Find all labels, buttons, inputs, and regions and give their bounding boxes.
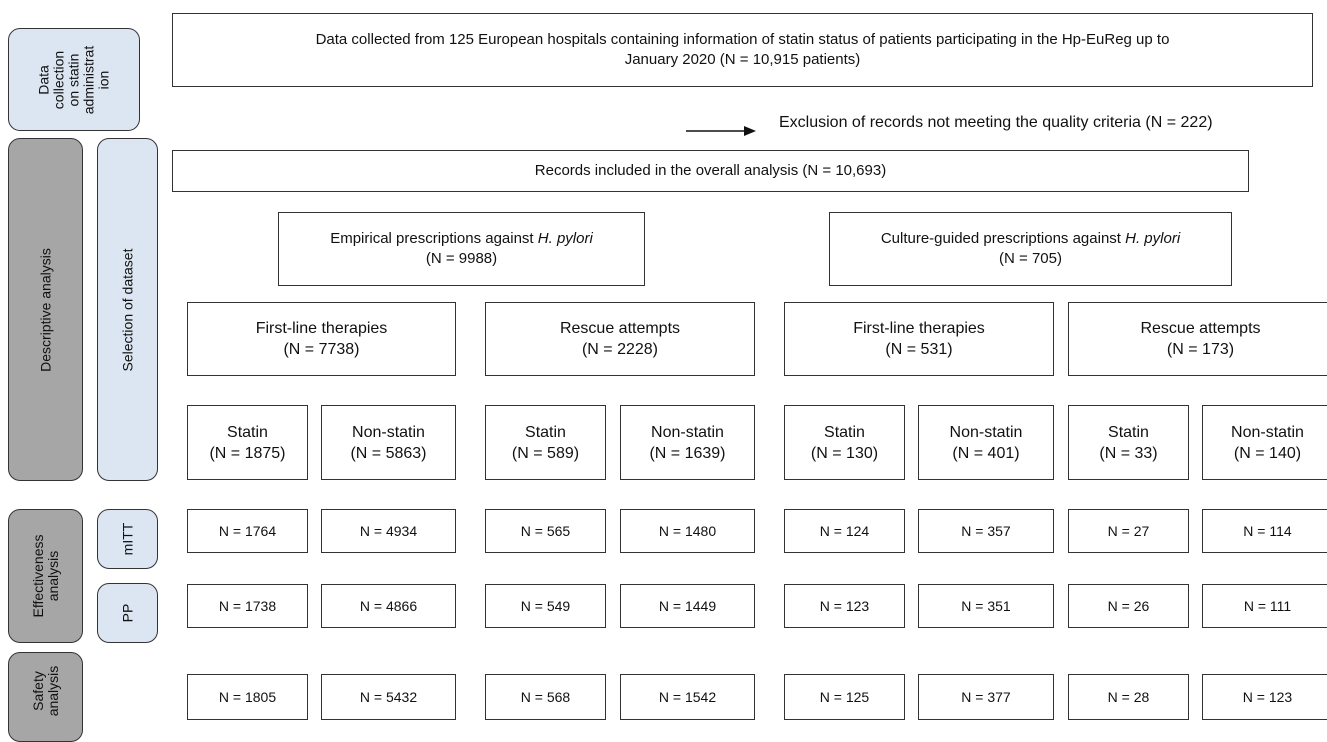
statin-group-label: Statin [824,423,865,441]
therapy-group-box: First-line therapies (N = 531) [784,302,1054,376]
culture-guided-prescriptions-box: Culture-guided prescriptions against H. … [829,212,1232,286]
safety-count-box: N = 1542 [620,674,755,720]
pp-count-box: N = 111 [1202,584,1327,628]
side-panel-pp: PP [97,583,158,643]
non-statin-group-box: Non-statin (N = 5863) [321,405,456,480]
side-label-safety-analysis: Safety analysis [29,665,61,717]
non-statin-group-count: (N = 5863) [350,444,427,462]
statin-group-box: Statin (N = 33) [1068,405,1189,480]
statin-group-count: (N = 1875) [209,444,286,462]
pp-count-box: N = 4866 [321,584,456,628]
statin-group-label: Statin [1108,423,1149,441]
empirical-prescriptions-box: Empirical prescriptions against H. pylor… [278,212,645,286]
non-statin-group-label: Non-statin [352,423,425,441]
side-label-selection-of-dataset: Selection of dataset [119,248,135,371]
pp-count-box: N = 1738 [187,584,308,628]
therapy-group-box: First-line therapies (N = 7738) [187,302,456,376]
non-statin-group-count: (N = 401) [952,444,1020,462]
pp-count-box: N = 123 [784,584,905,628]
therapy-group-label: Rescue attempts [559,320,681,337]
mitt-count-box: N = 1764 [187,509,308,553]
mitt-count-box: N = 357 [918,509,1054,553]
side-label-pp: PP [119,603,135,623]
statin-group-count: (N = 589) [511,444,580,462]
statin-group-count: (N = 130) [810,444,879,462]
statin-group-box: Statin (N = 1875) [187,405,308,480]
side-panel-selection-of-dataset: Selection of dataset [97,138,158,481]
safety-count-box: N = 125 [784,674,905,720]
side-panel-safety-analysis: Safety analysis [8,652,83,742]
therapy-group-count: (N = 173) [1166,341,1235,358]
empirical-count: (N = 9988) [425,250,498,267]
side-panel-data-collection: Data collection on statin administrat io… [8,28,140,131]
non-statin-group-label: Non-statin [1231,423,1304,441]
non-statin-group-count: (N = 1639) [649,444,726,462]
safety-count-box: N = 1805 [187,674,308,720]
mitt-count-box: N = 1480 [620,509,755,553]
safety-count-box: N = 5432 [321,674,456,720]
side-panel-descriptive-analysis: Descriptive analysis [8,138,83,481]
culture-guided-count: (N = 705) [999,250,1062,267]
therapy-group-count: (N = 2228) [581,341,659,358]
side-label-mitt: mITT [119,522,135,556]
records-included-text: Records included in the overall analysis… [534,162,887,179]
non-statin-group-box: Non-statin (N = 140) [1202,405,1327,480]
data-collection-line-1: Data collected from 125 European hospita… [315,31,1170,48]
therapy-group-count: (N = 531) [885,341,953,358]
records-included-box: Records included in the overall analysis… [172,150,1249,192]
statin-group-label: Statin [525,423,566,441]
mitt-count-box: N = 4934 [321,509,456,553]
non-statin-group-box: Non-statin (N = 1639) [620,405,755,480]
data-collection-box: Data collected from 125 European hospita… [172,13,1313,87]
exclusion-text: Exclusion of records not meeting the qua… [779,114,1213,131]
safety-count-box: N = 568 [485,674,606,720]
side-label-descriptive-analysis: Descriptive analysis [37,247,53,372]
therapy-group-label: First-line therapies [255,320,388,337]
therapy-group-box: Rescue attempts (N = 2228) [485,302,755,376]
empirical-label: Empirical prescriptions against H. pylor… [330,230,593,247]
pp-count-box: N = 26 [1068,584,1189,628]
side-label-effectiveness-analysis: Effectiveness analysis [29,534,61,618]
safety-count-box: N = 28 [1068,674,1189,720]
non-statin-group-count: (N = 140) [1233,444,1302,462]
non-statin-group-label: Non-statin [651,423,724,441]
culture-guided-label: Culture-guided prescriptions against H. … [880,230,1181,247]
pp-count-box: N = 1449 [620,584,755,628]
therapy-group-box: Rescue attempts (N = 173) [1068,302,1327,376]
side-label-data-collection: Data collection on statin administrat io… [35,45,112,114]
mitt-count-box: N = 124 [784,509,905,553]
non-statin-group-box: Non-statin (N = 401) [918,405,1054,480]
data-collection-line-2: January 2020 (N = 10,915 patients) [624,51,861,68]
pp-count-box: N = 549 [485,584,606,628]
pp-count-box: N = 351 [918,584,1054,628]
exclusion-arrow-icon [686,126,756,136]
therapy-group-label: Rescue attempts [1140,320,1261,337]
therapy-group-count: (N = 7738) [283,341,360,358]
statin-group-box: Statin (N = 589) [485,405,606,480]
mitt-count-box: N = 114 [1202,509,1327,553]
mitt-count-box: N = 565 [485,509,606,553]
therapy-group-label: First-line therapies [853,320,985,337]
statin-group-count: (N = 33) [1099,444,1158,462]
statin-group-box: Statin (N = 130) [784,405,905,480]
safety-count-box: N = 377 [918,674,1054,720]
side-panel-mitt: mITT [97,509,158,569]
side-panel-effectiveness-analysis: Effectiveness analysis [8,509,83,643]
statin-group-label: Statin [227,423,268,441]
safety-count-box: N = 123 [1202,674,1327,720]
non-statin-group-label: Non-statin [949,423,1023,441]
mitt-count-box: N = 27 [1068,509,1189,553]
